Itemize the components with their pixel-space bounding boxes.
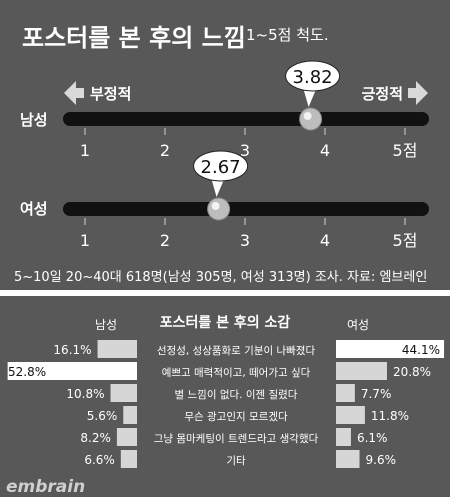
male-bar [120,450,137,468]
value-callout [193,150,249,182]
female-bar [336,340,445,358]
male-bar [7,362,138,380]
rating-panel: 포스터를 본 후의 느낌 1~5점 척도. 부정적 긍정적 남성 1 2 3 4 5점 … [0,0,450,290]
value-callout [285,60,341,92]
scale-note: 1~5점 척도. [246,26,329,44]
watermark-logo: embrain [6,477,85,497]
female-value-label: 11.8% [371,409,409,423]
tick-label: 3 [240,231,250,250]
female-header: 여성 [347,318,369,332]
tick-label: 2 [160,231,170,250]
tick-label: 1 [80,231,90,250]
source-note: 5~10일 20~40대 618명(남성 305명, 여성 313명) 조사. … [14,270,428,285]
male-value-label: 16.1% [53,343,91,357]
male-bar [97,340,137,358]
tick-label: 4 [320,141,330,160]
value-label: 3.82 [293,67,333,88]
male-value-label: 5.6% [87,409,118,423]
male-row-label: 남성 [20,111,48,129]
reaction-panel: 포스터를 본 후의 소감 남성 여성 선정성, 성상품화로 기분이 나빠졌다 16… [0,296,450,497]
female-value-label: 9.6% [366,453,397,467]
female-value-label: 7.7% [361,387,392,401]
category-label: 기타 [226,455,246,467]
male-value-label: 8.2% [80,431,111,445]
female-bar [336,428,351,446]
category-label: 무슨 광고인지 모르겠다 [184,411,288,423]
male-bar [123,406,137,424]
negative-label: 부정적 [90,85,131,103]
female-bar [336,384,355,402]
left-arrow-icon [64,81,84,105]
tick-label: 3 [240,141,250,160]
category-label: 선정성, 성상품화로 기분이 나빠졌다 [157,344,316,357]
female-marker: 2.67 [193,150,249,221]
tick-label: 4 [320,231,330,250]
value-point [207,197,231,221]
female-row-label: 여성 [20,200,48,218]
value-label: 2.67 [201,157,241,178]
female-axis: 1 2 3 4 5점 [80,218,418,250]
tick-label: 5점 [393,231,418,250]
category-label: 별 느낌이 없다. 이젠 질렸다 [175,388,298,401]
male-bar [110,384,137,402]
female-bar [336,406,365,424]
female-value-label: 20.8% [393,365,431,379]
positive-label: 긍정적 [362,85,403,103]
male-bar [116,428,137,446]
male-value-label: 10.8% [66,387,104,401]
point-highlight [211,202,220,210]
female-bar [336,450,360,468]
female-bar [336,362,387,380]
point-highlight [303,112,312,120]
category-label: 예쁘고 매력적이고, 떼어가고 싶다 [162,366,311,379]
male-marker: 3.82 [285,60,341,131]
tick-label: 1 [80,141,90,160]
tick-label: 2 [160,141,170,160]
category-label: 그냥 몸마케팅이 트렌드라고 생각했다 [154,433,319,445]
female-value-label: 6.1% [357,431,388,445]
male-axis: 1 2 3 4 5점 [80,128,418,160]
female-value-label: 44.1% [402,343,440,357]
male-value-label: 6.6% [84,453,115,467]
value-point [299,107,323,131]
rating-chart: 부정적 긍정적 남성 1 2 3 4 5점 3.82 여성 1 2 3 4 5점 2.67 [20,60,429,250]
reaction-rows: 선정성, 성상품화로 기분이 나빠졌다 16.1% 44.1% 예쁘고 매력적이고, … [7,340,445,468]
tick-label: 5점 [393,141,418,160]
reaction-title: 포스터를 본 후의 소감 [160,314,291,331]
male-header: 남성 [95,318,117,332]
right-arrow-icon [408,81,428,105]
rating-title: 포스터를 본 후의 느낌 [22,24,246,52]
reaction-chart: 포스터를 본 후의 소감 남성 여성 선정성, 성상품화로 기분이 나빠졌다 16… [6,314,445,497]
male-value-label: 52.8% [8,365,46,379]
